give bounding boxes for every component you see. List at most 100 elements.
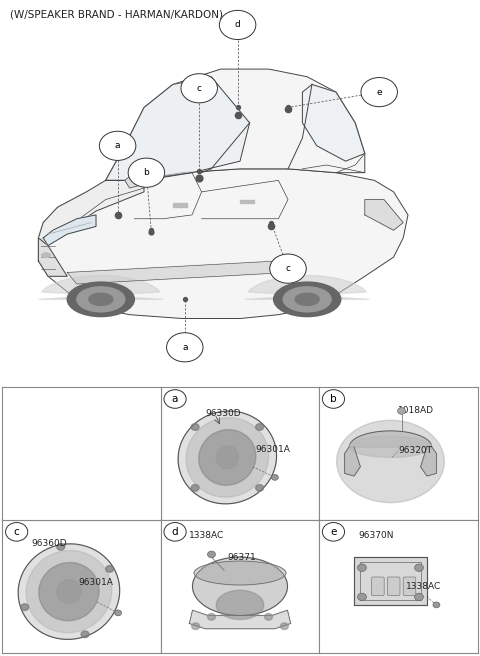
Circle shape [192, 623, 200, 630]
Polygon shape [345, 447, 360, 476]
Point [234, 110, 241, 120]
Polygon shape [106, 77, 250, 180]
Circle shape [115, 610, 121, 616]
Polygon shape [67, 261, 288, 284]
Polygon shape [365, 199, 403, 230]
Polygon shape [240, 199, 254, 203]
Polygon shape [245, 276, 370, 299]
Ellipse shape [186, 418, 269, 497]
Ellipse shape [192, 557, 288, 615]
Text: b: b [330, 394, 337, 404]
Polygon shape [106, 69, 365, 180]
Point [267, 221, 275, 232]
Circle shape [181, 73, 217, 103]
Text: 96371: 96371 [228, 552, 256, 562]
Ellipse shape [295, 293, 319, 306]
Ellipse shape [67, 282, 134, 317]
Circle shape [219, 10, 256, 39]
Circle shape [21, 604, 29, 611]
Point [147, 225, 155, 236]
Text: a: a [172, 394, 178, 404]
Point [284, 102, 292, 113]
Circle shape [191, 424, 199, 430]
Text: 1018AD: 1018AD [398, 407, 434, 415]
Ellipse shape [283, 287, 331, 312]
FancyBboxPatch shape [403, 577, 416, 596]
Text: c: c [14, 527, 20, 537]
Polygon shape [38, 276, 163, 299]
Circle shape [358, 564, 366, 571]
Circle shape [256, 424, 264, 430]
Text: d: d [235, 20, 240, 30]
Text: a: a [182, 343, 188, 352]
Polygon shape [38, 169, 408, 319]
Ellipse shape [42, 253, 50, 258]
Ellipse shape [178, 411, 276, 504]
Text: 96320T: 96320T [398, 446, 432, 455]
Ellipse shape [77, 287, 125, 312]
Text: e: e [376, 88, 382, 96]
Circle shape [99, 131, 136, 161]
Point [284, 104, 292, 115]
Text: 96301A: 96301A [78, 578, 113, 587]
Ellipse shape [18, 544, 120, 640]
Point [147, 227, 155, 237]
Circle shape [164, 390, 186, 408]
Point [234, 102, 241, 113]
Ellipse shape [194, 561, 286, 585]
Polygon shape [173, 203, 187, 207]
Text: 1338AC: 1338AC [189, 531, 225, 541]
FancyBboxPatch shape [387, 577, 400, 596]
Point [114, 210, 121, 220]
Circle shape [191, 485, 199, 491]
Point [267, 217, 275, 228]
Circle shape [81, 631, 89, 638]
Text: 96360D: 96360D [31, 539, 67, 548]
Ellipse shape [26, 550, 112, 633]
Circle shape [361, 77, 397, 107]
Circle shape [264, 613, 273, 620]
Circle shape [207, 613, 216, 620]
Circle shape [164, 523, 186, 541]
Text: 96330D: 96330D [205, 409, 241, 418]
Polygon shape [420, 447, 436, 476]
Circle shape [57, 544, 65, 550]
Ellipse shape [199, 430, 256, 485]
Text: 96301A: 96301A [256, 445, 291, 454]
Circle shape [207, 551, 216, 558]
Polygon shape [354, 557, 427, 605]
Ellipse shape [336, 420, 444, 502]
Text: c: c [286, 264, 290, 273]
Point [195, 173, 203, 184]
Circle shape [323, 523, 345, 541]
Ellipse shape [349, 436, 432, 457]
Polygon shape [38, 180, 144, 245]
Circle shape [106, 565, 114, 572]
Polygon shape [302, 85, 365, 161]
Point [195, 165, 203, 176]
Circle shape [270, 254, 306, 283]
Text: b: b [144, 168, 149, 177]
Ellipse shape [89, 293, 113, 306]
Text: 1338AC: 1338AC [407, 582, 442, 591]
Polygon shape [38, 238, 67, 276]
Text: 96370N: 96370N [359, 531, 394, 541]
Polygon shape [189, 610, 291, 629]
FancyBboxPatch shape [372, 577, 384, 596]
Circle shape [433, 602, 440, 608]
Circle shape [271, 474, 278, 480]
Circle shape [358, 593, 366, 601]
Text: d: d [172, 527, 179, 537]
Circle shape [280, 623, 288, 630]
Circle shape [415, 564, 423, 571]
Point [114, 210, 121, 220]
Circle shape [323, 390, 345, 408]
Circle shape [128, 158, 165, 187]
Polygon shape [349, 431, 432, 447]
Ellipse shape [39, 562, 99, 621]
Ellipse shape [216, 446, 239, 468]
Ellipse shape [216, 590, 264, 619]
Circle shape [415, 593, 423, 601]
Circle shape [6, 523, 28, 541]
Text: c: c [197, 84, 202, 92]
